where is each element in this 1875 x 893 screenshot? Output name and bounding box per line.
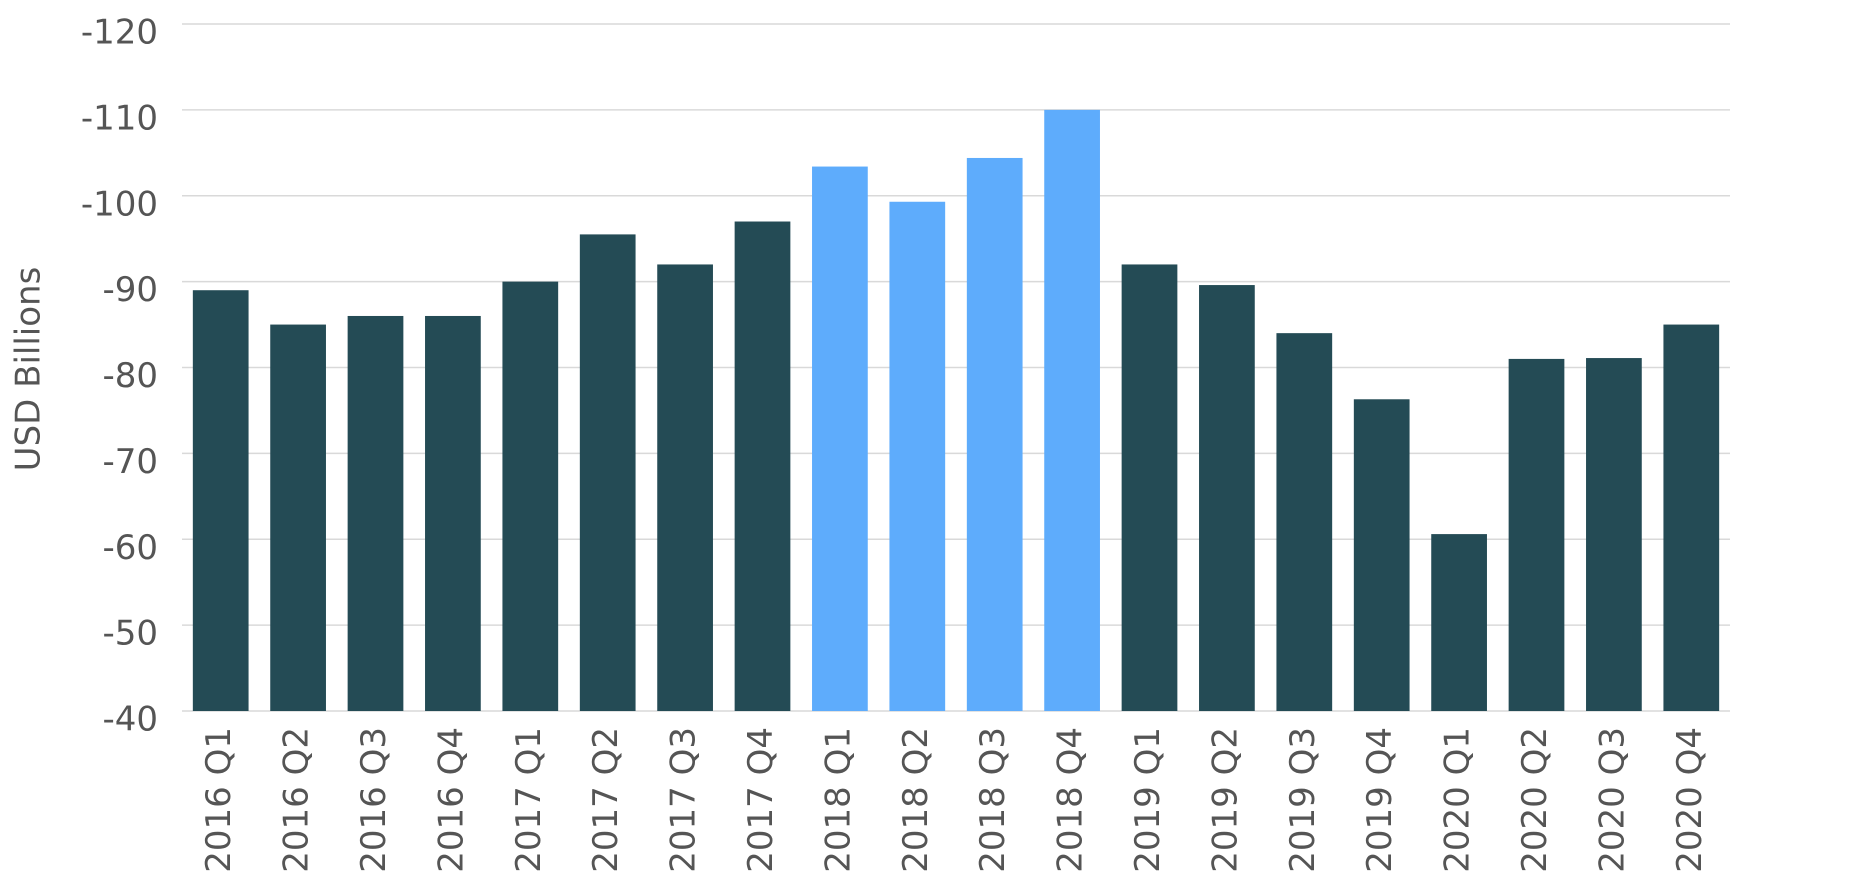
y-tick-label: -80 [102, 356, 158, 396]
x-tick-label: 2017 Q1 [509, 727, 549, 873]
bar [657, 264, 713, 711]
bar [1586, 358, 1642, 711]
x-tick-label: 2016 Q4 [431, 727, 471, 873]
x-tick-label: 2018 Q1 [818, 727, 858, 873]
x-tick-label: 2016 Q3 [354, 727, 394, 873]
bar [1276, 333, 1333, 711]
bar [347, 315, 404, 711]
x-tick-label: 2017 Q3 [664, 727, 704, 873]
y-tick-label: -90 [102, 270, 158, 310]
bar [192, 290, 249, 711]
x-tick-label: 2019 Q4 [1360, 727, 1400, 873]
x-tick-label: 2018 Q3 [973, 727, 1013, 873]
x-tick-label: 2019 Q2 [1205, 727, 1245, 873]
y-tick-label: -40 [102, 700, 158, 740]
bar [889, 201, 946, 712]
x-tick-label: 2020 Q4 [1670, 727, 1710, 873]
bar [425, 315, 481, 711]
x-tick-label: 2019 Q3 [1283, 727, 1323, 873]
y-tick-label: -60 [102, 528, 158, 568]
x-tick-label: 2020 Q2 [1515, 727, 1555, 873]
bar [270, 324, 326, 711]
bar [1044, 109, 1100, 711]
x-tick-label: 2018 Q4 [1051, 727, 1091, 873]
bar [1199, 285, 1255, 711]
bar [502, 281, 559, 711]
bar [966, 157, 1023, 712]
bar [1121, 264, 1178, 711]
bar [579, 234, 636, 712]
x-tick-label: 2019 Q1 [1128, 727, 1168, 873]
x-tick-label: 2016 Q2 [277, 727, 317, 873]
x-tick-label: 2017 Q4 [741, 727, 781, 873]
bar [1663, 324, 1720, 711]
x-tick-label: 2018 Q2 [896, 727, 936, 873]
x-tick-label: 2016 Q1 [199, 727, 239, 873]
y-tick-label: -100 [81, 184, 158, 224]
bar [734, 221, 791, 711]
y-tick-label: -50 [102, 614, 158, 654]
bar [812, 166, 868, 712]
y-tick-label: -70 [102, 442, 158, 482]
y-tick-label: -120 [81, 13, 158, 53]
x-tick-label: 2017 Q2 [586, 727, 626, 873]
y-tick-label: -110 [81, 98, 158, 138]
x-tick-label: 2020 Q1 [1438, 727, 1478, 873]
bar [1508, 358, 1565, 711]
x-tick-label: 2020 Q3 [1592, 727, 1632, 873]
bar [1431, 534, 1487, 711]
y-axis-label: USD Billions [9, 267, 49, 472]
bar [1353, 399, 1410, 711]
